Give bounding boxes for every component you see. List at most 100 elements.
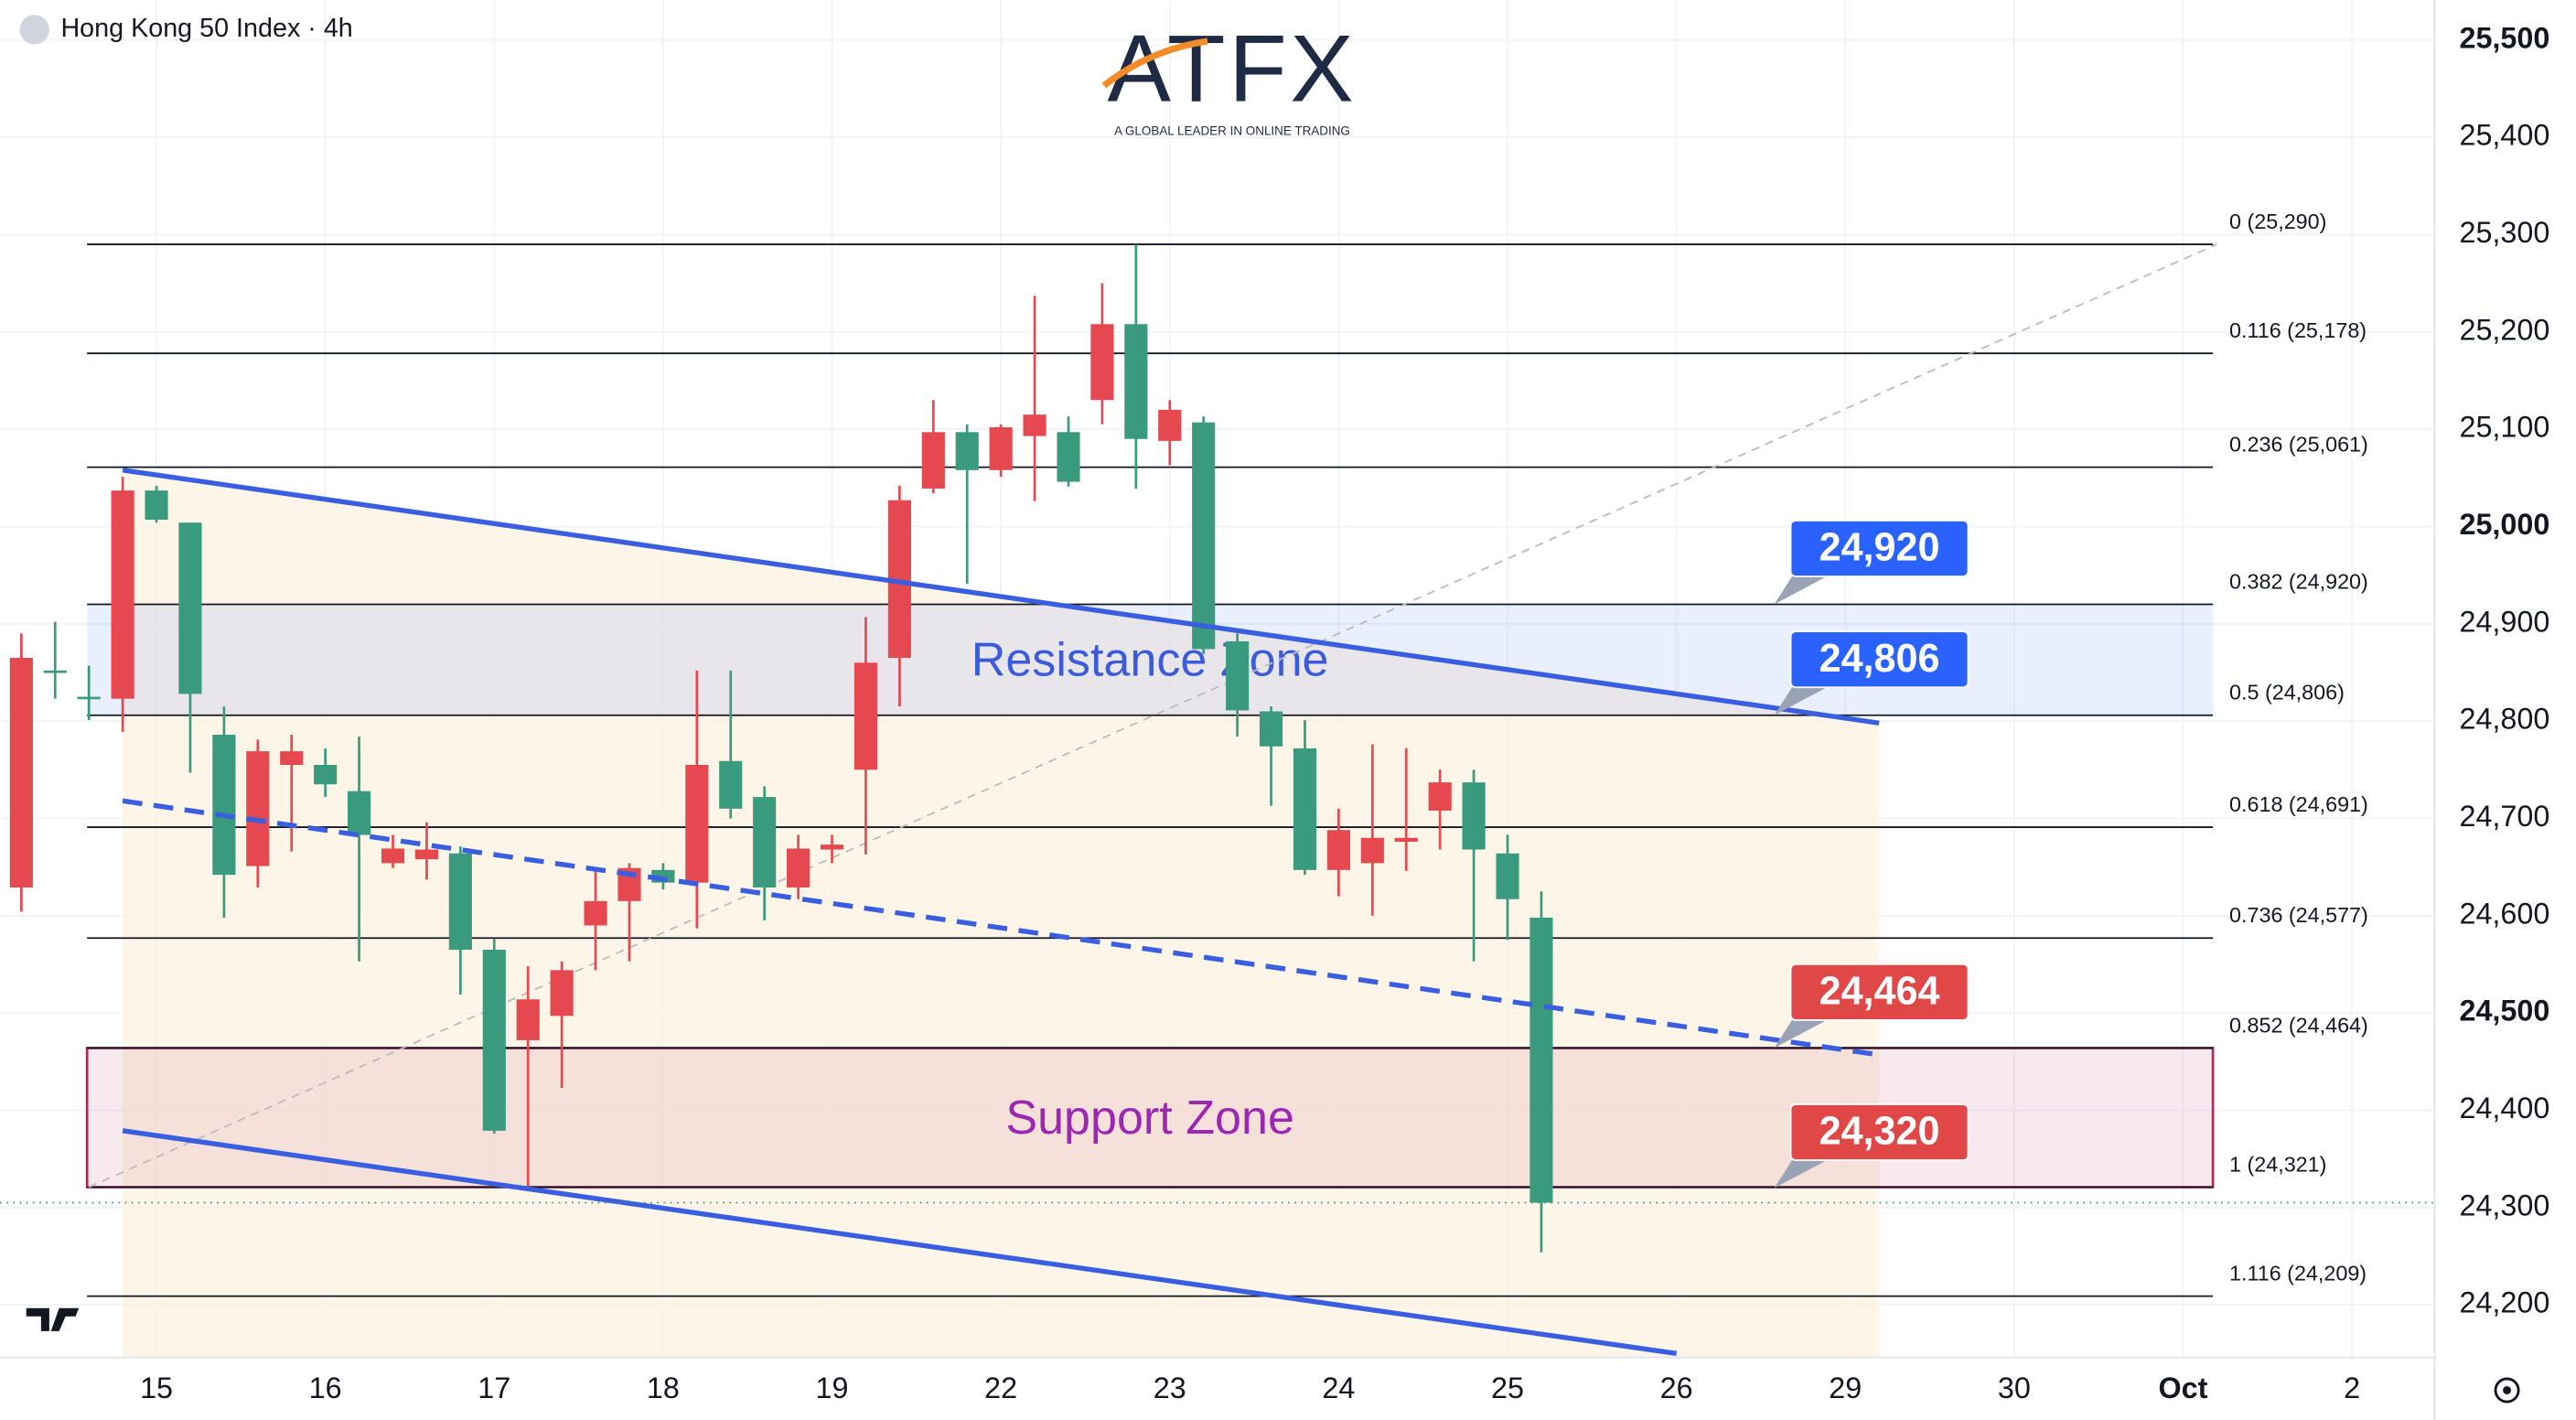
candle-body [1259,711,1283,747]
candle-body [753,797,777,888]
x-tick-label: 29 [1829,1372,1862,1404]
fib-label: 0.852 (24,464) [2229,1013,2368,1037]
channel-shade [123,469,1880,1358]
candle-body [448,853,472,951]
candle-body [1124,324,1148,439]
x-tick-label: 23 [1154,1372,1186,1404]
x-tick-label: 25 [1491,1372,1524,1404]
x-tick-label: 24 [1322,1372,1355,1404]
x-tick-label: 2 [2344,1372,2360,1404]
candle-body [212,735,236,876]
price-tag [1789,630,1970,689]
logo-accent [1101,38,1208,89]
x-tick-label: Oct [2159,1372,2208,1404]
candle-body [921,432,945,489]
x-tick-label: 16 [309,1372,342,1404]
candle-body [853,662,878,770]
price-tag-label: 24,920 [1819,526,1940,570]
y-tick-label: 24,300 [2459,1189,2549,1221]
tradingview-logo [26,1307,80,1331]
fib-label: 1.116 (24,209) [2229,1261,2367,1285]
candle-body [381,848,405,864]
fib-label: 0.618 (24,691) [2229,792,2368,816]
y-tick-label: 24,200 [2459,1286,2549,1319]
candle-body [1428,782,1452,811]
y-tick-label: 25,400 [2459,119,2549,152]
candle-body [1158,409,1182,441]
y-tick-label: 25,300 [2459,216,2549,249]
chart-title: Hong Kong 50 Index · 4h [60,14,352,43]
candle-body [516,999,540,1040]
candle-body [584,900,607,926]
trendline [122,1128,1678,1357]
candle-body [178,522,202,694]
price-tag [1789,520,1970,577]
price-tag-label: 24,806 [1819,637,1940,681]
zone-label: Support Zone [1005,1092,1294,1145]
price-tag-label: 24,464 [1819,970,1940,1014]
candle-body [989,426,1013,470]
candle-body [1326,830,1350,870]
candle-body [820,844,844,850]
candle-body [685,764,709,883]
price-tag [1789,1103,1970,1161]
x-tick-label: 18 [647,1372,680,1404]
candle-body [145,490,168,521]
x-tick-label: 19 [816,1372,849,1404]
candle-body [1293,748,1317,870]
candle-body [719,760,743,809]
candle-body [1226,640,1250,711]
y-tick-label: 25,200 [2459,313,2549,346]
fib-label: 1 (24,321) [2229,1152,2326,1176]
x-tick-label: 26 [1660,1372,1693,1404]
logo-tagline: A GLOBAL LEADER IN ONLINE TRADING [1114,124,1350,137]
fib-label: 0.5 (24,806) [2229,681,2345,705]
fib-label: 0 (25,290) [2229,210,2326,233]
y-tick-label: 25,500 [2459,21,2549,54]
y-tick-label: 24,700 [2459,800,2549,833]
trendline [88,243,2217,1189]
y-tick-label: 25,100 [2459,411,2549,444]
candle-body [1462,782,1486,850]
fib-label: 0.382 (24,920) [2229,569,2368,593]
zone-label: Resistance Zone [971,633,1329,686]
candle-body [1496,853,1519,899]
logo: ATFX [1108,16,1358,122]
candle-body [43,670,67,673]
x-tick-label: 15 [140,1372,173,1404]
y-tick-label: 25,000 [2459,508,2549,541]
candle-body [1360,837,1384,864]
trendline [122,468,1880,726]
candle-body [787,848,810,888]
price-tag [1789,963,1970,1021]
x-tick-label: 17 [478,1372,510,1404]
candle-body [1530,917,1553,1203]
settings-icon[interactable] [2494,1377,2520,1404]
candle-body [348,791,371,835]
candle-body [1057,432,1080,482]
settings-icon-dot[interactable] [2503,1386,2512,1394]
price-tag-pointer [1774,679,1828,715]
y-tick-label: 24,600 [2459,897,2549,930]
symbol-icon [19,15,49,45]
candle-body [482,950,506,1131]
fib-label: 0.236 (25,061) [2229,432,2368,456]
candle-body [1394,837,1418,842]
candle-body [1192,422,1216,650]
candle-body [414,849,439,860]
candle-body [111,490,134,699]
candle-body [1090,324,1114,401]
y-tick-label: 24,400 [2459,1092,2549,1124]
fib-label: 0.736 (24,577) [2229,903,2368,927]
fib-label: 0.116 (25,178) [2229,318,2367,342]
candle-body [314,764,338,785]
candle-body [9,658,33,888]
trendline [122,798,1880,1058]
candle-body [955,432,979,470]
x-tick-label: 22 [984,1372,1017,1404]
candle-body [1023,414,1046,436]
y-tick-label: 24,900 [2459,605,2549,638]
price-tag-label: 24,320 [1819,1110,1940,1154]
candle-body [77,696,101,700]
